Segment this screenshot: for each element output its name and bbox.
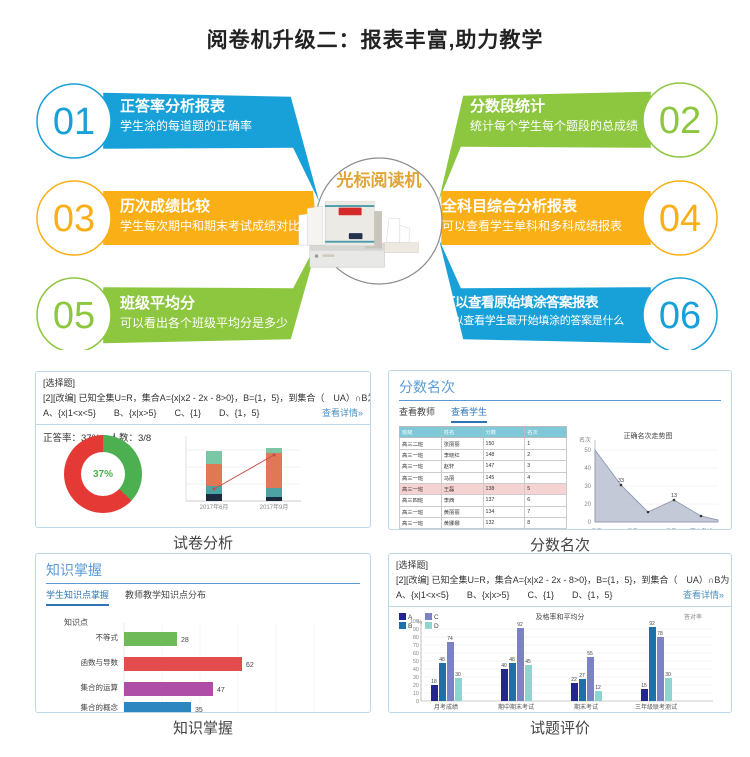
svg-text:期末考试: 期末考试 (574, 703, 598, 711)
svg-text:47: 47 (217, 687, 225, 694)
svg-text:45: 45 (525, 659, 531, 665)
svg-text:30: 30 (665, 672, 671, 678)
svg-text:33: 33 (618, 478, 624, 484)
svg-text:70: 70 (413, 643, 419, 649)
svg-text:及格率和平均分: 及格率和平均分 (536, 612, 585, 621)
svg-text:100: 100 (410, 619, 419, 625)
svg-text:48: 48 (439, 657, 445, 663)
svg-text:40: 40 (413, 667, 419, 673)
svg-text:22: 22 (571, 677, 577, 683)
svg-text:12: 12 (595, 685, 601, 691)
svg-text:74: 74 (447, 636, 453, 642)
svg-text:50: 50 (584, 448, 591, 454)
svg-text:6月考: 6月考 (624, 528, 639, 530)
svg-text:15: 15 (641, 683, 647, 689)
svg-text:90: 90 (413, 627, 419, 633)
svg-text:50: 50 (413, 659, 419, 665)
svg-text:27: 27 (579, 673, 585, 679)
svg-text:01: 01 (53, 101, 95, 143)
svg-text:30: 30 (584, 484, 591, 490)
svg-text:40: 40 (501, 663, 507, 669)
svg-text:集合的概念: 集合的概念 (81, 702, 119, 712)
svg-text:0: 0 (588, 520, 592, 526)
svg-text:60: 60 (413, 651, 419, 657)
svg-text:20: 20 (584, 502, 591, 508)
svg-text:04: 04 (659, 198, 701, 240)
svg-text:35: 35 (195, 707, 203, 713)
svg-text:10: 10 (413, 691, 419, 697)
svg-text:2017年6月: 2017年6月 (200, 503, 229, 511)
svg-text:05: 05 (53, 295, 95, 337)
svg-text:48: 48 (509, 657, 515, 663)
svg-text:92: 92 (649, 621, 655, 627)
svg-text:62: 62 (246, 662, 254, 669)
svg-text:C: C (434, 614, 439, 621)
svg-text:03: 03 (53, 198, 95, 240)
svg-text:期中期末考试: 期中期末考试 (498, 703, 534, 711)
svg-text:20: 20 (413, 683, 419, 689)
svg-text:答对率: 答对率 (684, 613, 702, 621)
svg-text:集合的运算: 集合的运算 (81, 682, 119, 692)
svg-text:78: 78 (657, 631, 663, 637)
svg-text:2017年9月: 2017年9月 (260, 503, 289, 511)
svg-text:80: 80 (413, 635, 419, 641)
svg-text:三年级联考测试: 三年级联考测试 (635, 703, 677, 711)
svg-text:02: 02 (659, 100, 701, 142)
svg-text:13: 13 (671, 493, 677, 499)
svg-text:知识点: 知识点 (64, 617, 88, 627)
svg-text:正确名次走势图: 正确名次走势图 (624, 431, 673, 440)
svg-text:06: 06 (659, 295, 701, 337)
svg-text:92: 92 (517, 622, 523, 628)
svg-text:30: 30 (455, 672, 461, 678)
svg-text:55: 55 (587, 651, 593, 657)
svg-text:期末考试: 期末考试 (690, 527, 713, 530)
svg-text:月考成绩: 月考成绩 (434, 703, 458, 711)
svg-text:40: 40 (584, 466, 591, 472)
svg-text:函数与导数: 函数与导数 (81, 657, 119, 667)
svg-text:光标阅读机: 光标阅读机 (336, 170, 422, 190)
svg-text:名次: 名次 (579, 436, 591, 444)
svg-text:0: 0 (416, 699, 419, 705)
svg-text:28: 28 (181, 637, 189, 644)
svg-text:18: 18 (431, 679, 437, 685)
svg-text:30: 30 (413, 675, 419, 681)
svg-text:10月考: 10月考 (659, 528, 677, 530)
svg-text:不等式: 不等式 (96, 632, 119, 642)
svg-text:5月考: 5月考 (588, 528, 603, 530)
